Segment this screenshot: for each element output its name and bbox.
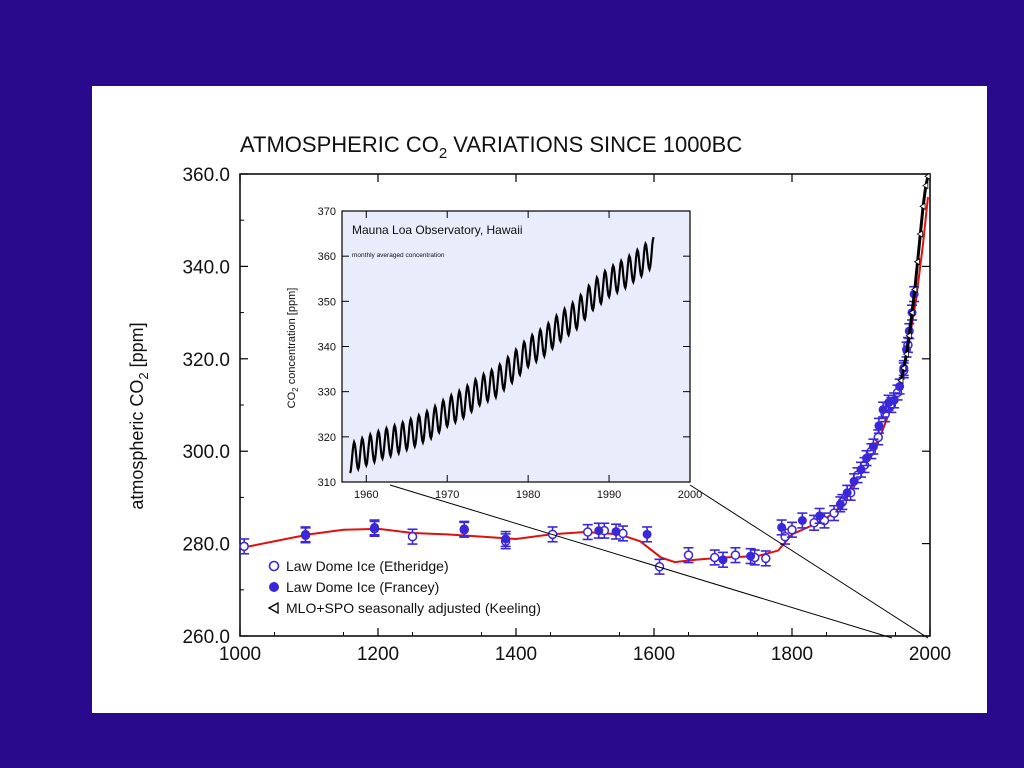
francey-point bbox=[594, 526, 604, 536]
keeling-point bbox=[905, 331, 912, 340]
y-tick-label: 280.0 bbox=[182, 535, 230, 556]
francey-point bbox=[642, 529, 652, 539]
francey-point bbox=[835, 499, 845, 509]
inset-x-tick-label: 2000 bbox=[678, 489, 702, 501]
keeling-point bbox=[924, 172, 931, 181]
inset-y-tick-label: 320 bbox=[318, 432, 336, 444]
legend-label: Law Dome Ice (Etheridge) bbox=[286, 558, 449, 574]
francey-point bbox=[878, 405, 888, 415]
mlo-monthly-line bbox=[349, 236, 655, 474]
legend-marker-filled-circle bbox=[269, 582, 279, 592]
francey-point bbox=[777, 522, 787, 532]
etheridge-point bbox=[787, 524, 797, 535]
legend-label: MLO+SPO seasonally adjusted (Keeling) bbox=[286, 600, 541, 616]
x-tick-label: 2000 bbox=[909, 644, 951, 665]
y-tick-label: 260.0 bbox=[182, 627, 230, 648]
inset-y-tick-label: 310 bbox=[318, 477, 336, 489]
keeling-point bbox=[900, 364, 907, 372]
co2-chart: ATMOSPHERIC CO2 VARIATIONS SINCE 1000BC … bbox=[127, 132, 951, 665]
keeling-point bbox=[908, 308, 915, 317]
y-tick-label: 320.0 bbox=[182, 350, 230, 371]
francey-point bbox=[889, 395, 899, 405]
etheridge-point bbox=[239, 541, 249, 552]
keeling-point bbox=[922, 181, 929, 190]
francey-point bbox=[868, 442, 878, 452]
francey-point bbox=[501, 534, 511, 544]
legend-marker-open-circle bbox=[268, 560, 280, 572]
x-tick-label: 1200 bbox=[357, 644, 399, 665]
francey-point bbox=[895, 382, 905, 392]
x-tick-label: 1400 bbox=[495, 644, 537, 665]
francey-point bbox=[815, 511, 825, 521]
inset-subtitle: monthly averaged concentration bbox=[352, 252, 445, 259]
inset-series-layer bbox=[349, 236, 655, 474]
zoom-connector-line bbox=[389, 484, 893, 639]
zoom-connector-line bbox=[689, 484, 929, 639]
inset-y-tick-label: 330 bbox=[318, 387, 336, 399]
etheridge-point bbox=[730, 550, 741, 560]
y-tick-label: 340.0 bbox=[182, 257, 230, 278]
inset-y-tick-label: 350 bbox=[318, 296, 336, 308]
inset-y-tick-label: 360 bbox=[318, 251, 336, 263]
francey-point bbox=[746, 551, 756, 561]
y-axis-label: atmospheric CO2 [ppm] bbox=[127, 322, 151, 509]
data-points-layer bbox=[239, 172, 931, 575]
etheridge-point bbox=[873, 432, 883, 443]
francey-point bbox=[611, 527, 621, 537]
etheridge-point bbox=[583, 527, 593, 537]
francey-point bbox=[842, 488, 852, 498]
etheridge-point bbox=[709, 552, 720, 563]
francey-point bbox=[459, 524, 469, 534]
x-tick-label: 1000 bbox=[219, 644, 261, 665]
keeling-point bbox=[913, 258, 920, 266]
inset-x-tick-label: 1960 bbox=[354, 489, 378, 501]
keeling-point bbox=[897, 376, 904, 385]
keeling-point bbox=[911, 285, 918, 294]
chart-panel: ATMOSPHERIC CO2 VARIATIONS SINCE 1000BC … bbox=[92, 86, 987, 713]
inset-x-tick-label: 1980 bbox=[516, 489, 540, 501]
main-axes: 1000 1200 1400 1600 1800 2000 260.0 280.0 300.0 3… bbox=[182, 165, 951, 665]
etheridge-point bbox=[683, 550, 694, 560]
francey-point bbox=[370, 522, 380, 532]
francey-point bbox=[797, 516, 807, 525]
francey-point bbox=[856, 465, 866, 475]
keeling-point bbox=[916, 230, 923, 238]
etheridge-point bbox=[829, 508, 839, 518]
inset-y-tick-label: 340 bbox=[318, 342, 336, 354]
inset-x-tick-label: 1970 bbox=[435, 489, 459, 501]
x-tick-label: 1600 bbox=[633, 644, 675, 665]
etheridge-point bbox=[761, 553, 771, 564]
inset-y-tick-label: 370 bbox=[318, 206, 336, 218]
inset-x-tick-label: 1990 bbox=[597, 489, 621, 501]
x-tick-label: 1800 bbox=[771, 644, 813, 665]
keeling-point bbox=[902, 350, 909, 358]
chart-title: ATMOSPHERIC CO2 VARIATIONS SINCE 1000BC bbox=[240, 132, 742, 162]
inset-title: Mauna Loa Observatory, Hawaii bbox=[352, 223, 523, 237]
francey-point bbox=[849, 476, 859, 486]
francey-point bbox=[874, 421, 884, 431]
etheridge-point bbox=[407, 531, 418, 542]
y-tick-label: 360.0 bbox=[182, 165, 230, 186]
inset-axes: 1960 1970 1980 1990 2000 310 320 330 340 350 360 37… bbox=[318, 206, 703, 501]
francey-point bbox=[301, 529, 311, 539]
keeling-point bbox=[919, 202, 926, 211]
francey-point bbox=[862, 453, 872, 463]
francey-point bbox=[718, 555, 728, 565]
legend: Law Dome Ice (Etheridge) Law Dome Ice (F… bbox=[267, 558, 541, 616]
inset-y-axis-label: CO2 concentration [ppm] bbox=[286, 288, 300, 409]
legend-marker-triangle-left bbox=[267, 601, 279, 615]
y-tick-label: 300.0 bbox=[182, 442, 230, 463]
legend-label: Law Dome Ice (Francey) bbox=[286, 579, 439, 595]
